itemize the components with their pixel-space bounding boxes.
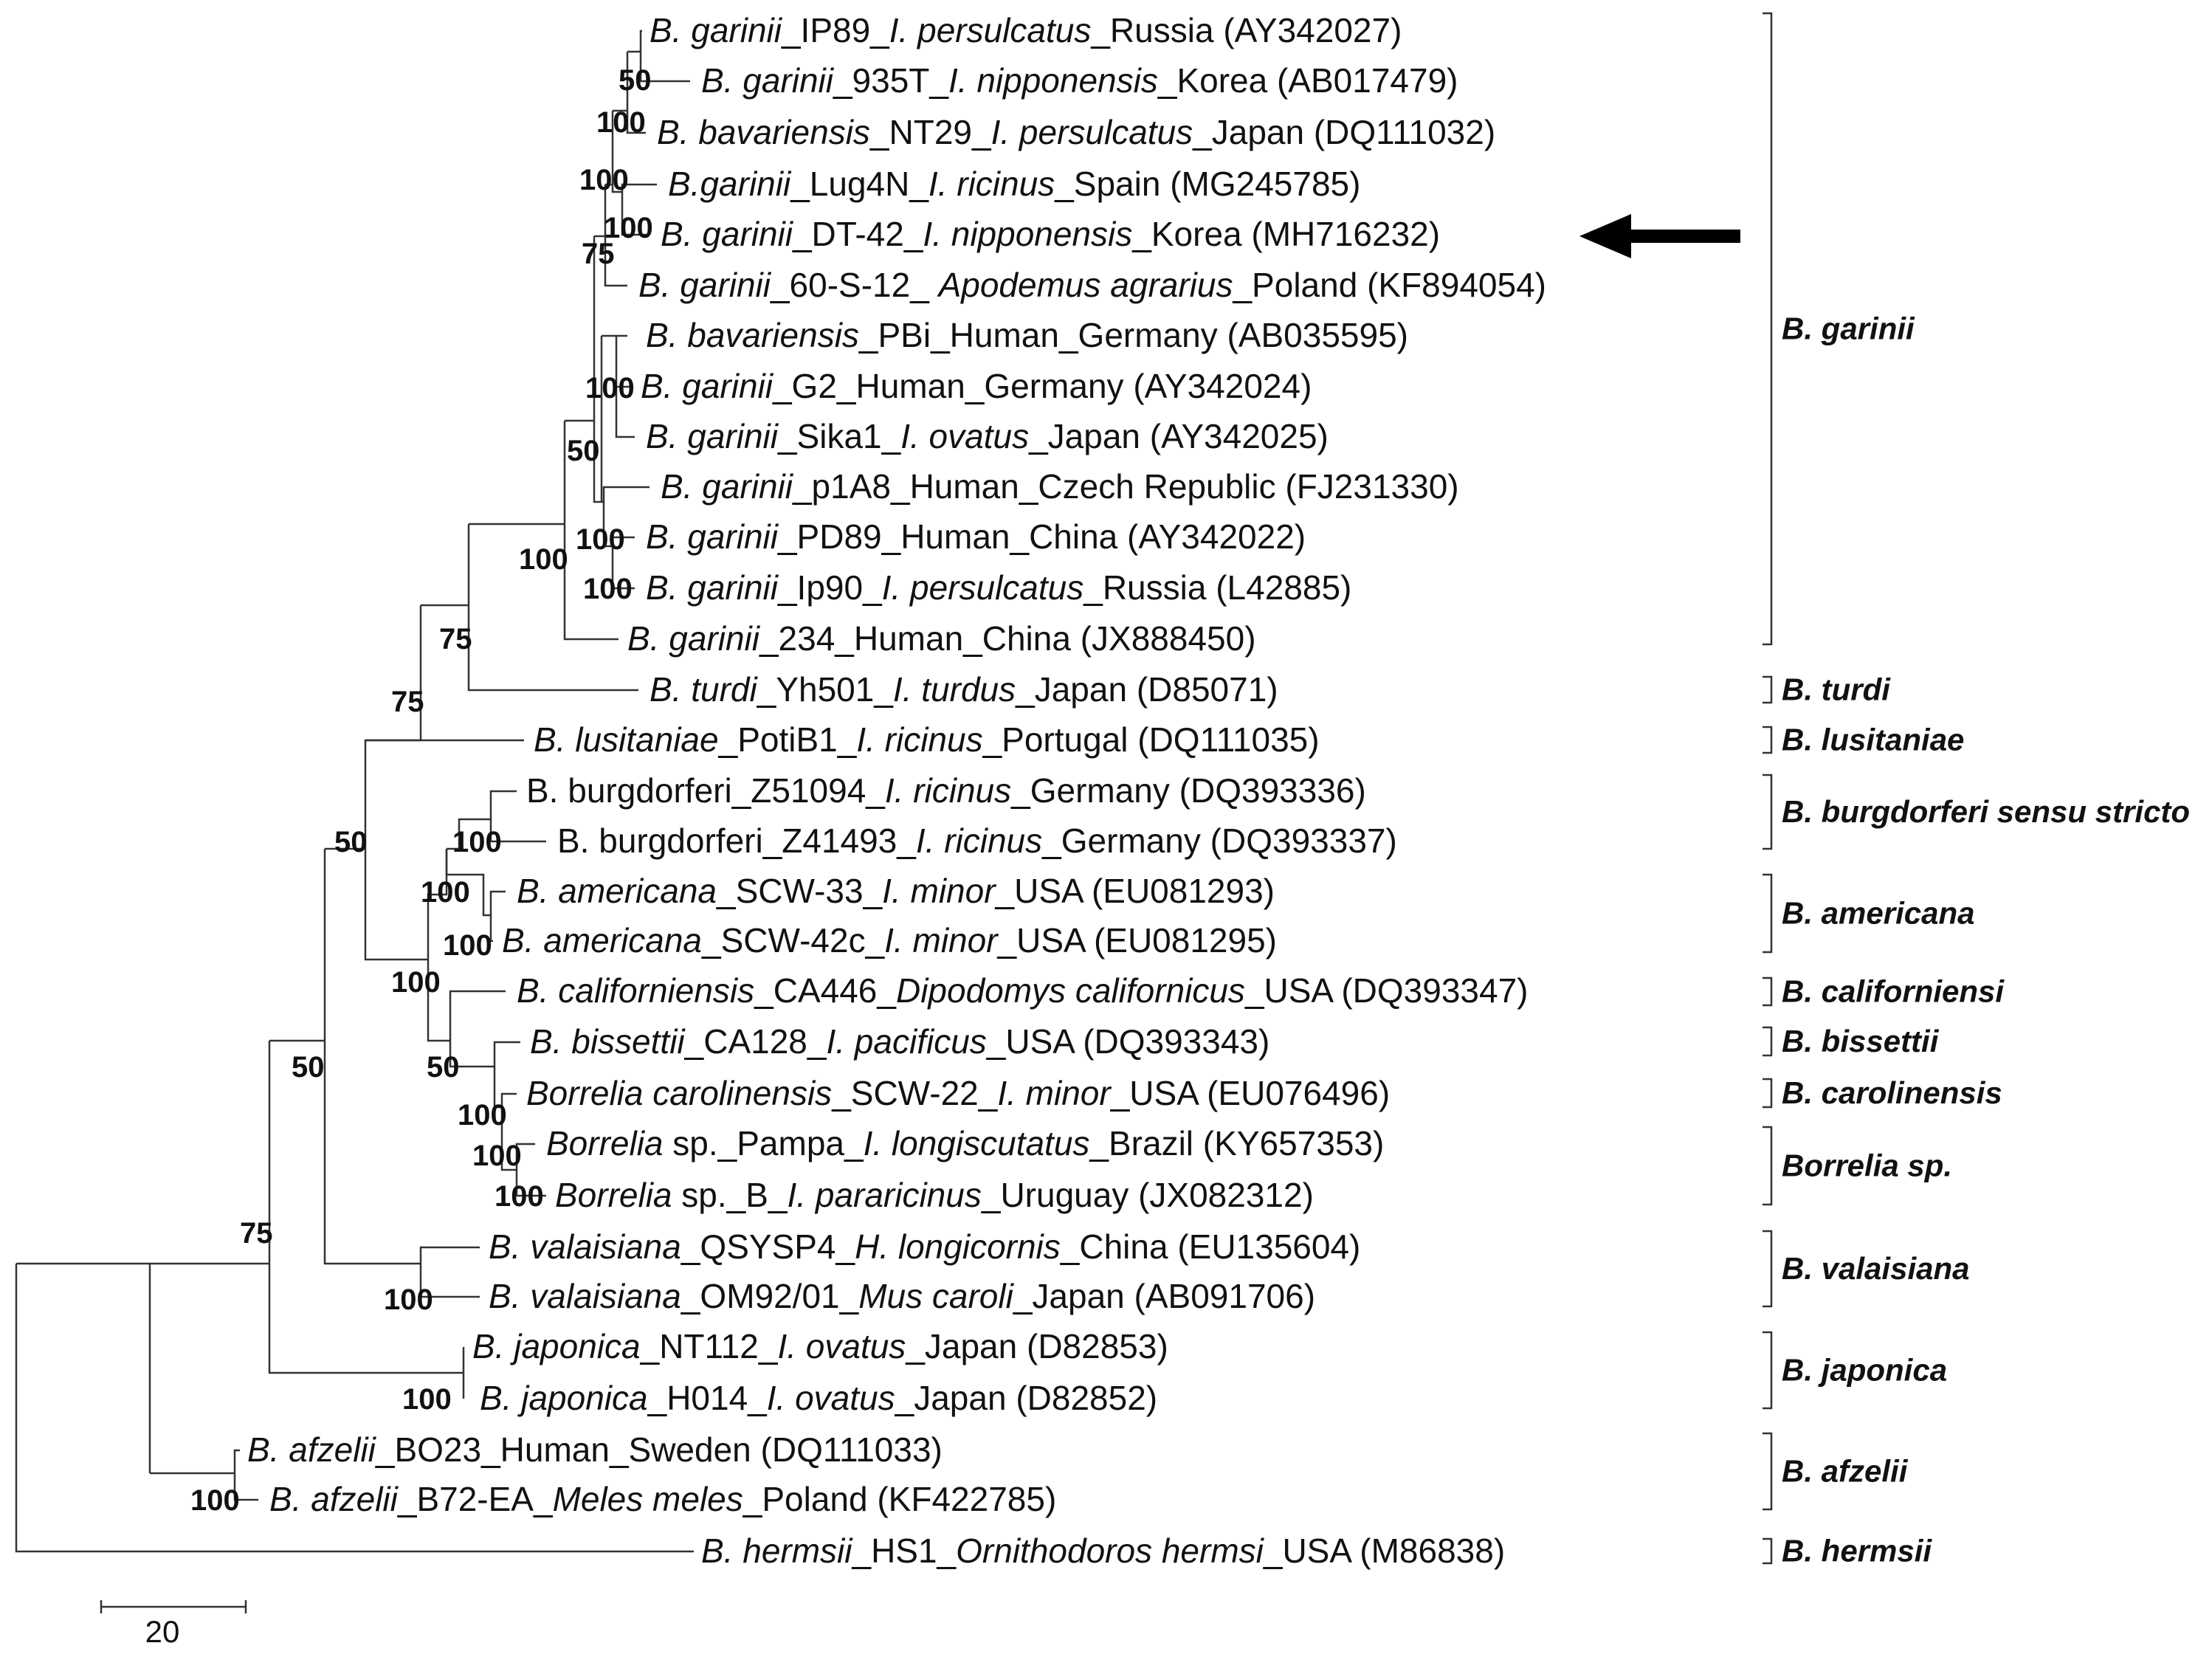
- leaf-label: B. valaisiana_QSYSP4_H. longicornis_Chin…: [489, 1227, 1360, 1266]
- bootstrap-value: 100: [452, 826, 502, 858]
- clade-label: B. japonica: [1782, 1353, 1947, 1388]
- leaf-label: B. garinii_Ip90_I. persulcatus_Russia (L…: [646, 568, 1351, 607]
- bootstrap-value: 100: [391, 966, 441, 999]
- bootstrap-value: 100: [472, 1140, 522, 1172]
- clade-bracket: [1763, 774, 1773, 850]
- leaf-label: B. garinii_PD89_Human_China (AY342022): [646, 517, 1306, 556]
- leaf-label: B. garinii_234_Human_China (JX888450): [627, 619, 1256, 658]
- leaf-labels: B. garinii_IP89_I. persulcatus_Russia (A…: [247, 11, 1546, 1570]
- bootstrap-value: 50: [334, 826, 368, 858]
- bootstrap-value: 50: [427, 1051, 460, 1084]
- leaf-label: Borrelia sp._Pampa_I. longiscutatus_Braz…: [546, 1124, 1384, 1162]
- clade-bracket: [1763, 1230, 1773, 1308]
- clade-label: B. californiensi: [1782, 974, 2005, 1009]
- clade-label: B. lusitaniae: [1782, 723, 1964, 757]
- clade-bracket: [1763, 675, 1773, 704]
- bootstrap-value: 75: [391, 686, 424, 718]
- clade-brackets: B. garinii B. turdi B. lusitaniae B. burgdo…: [1763, 12, 2190, 1568]
- bootstrap-value: 100: [579, 164, 629, 196]
- leaf-label: B. californiensis_CA446_Dipodomys califo…: [517, 971, 1528, 1010]
- leaf-label: B. bavariensis_NT29_I. persulcatus_Japan…: [657, 113, 1495, 151]
- leaf-label: B. garinii_Sika1_I. ovatus_Japan (AY3420…: [646, 417, 1329, 455]
- leaf-label: B. garinii_IP89_I. persulcatus_Russia (A…: [650, 11, 1402, 49]
- leaf-label: B.garinii_Lug4N_I. ricinus_Spain (MG2457…: [668, 165, 1360, 203]
- bootstrap-value: 100: [190, 1484, 240, 1517]
- leaf-label: B. americana_SCW-33_I. minor_USA (EU0812…: [517, 872, 1275, 910]
- bootstrap-value: 100: [604, 212, 653, 244]
- clade-label: B. turdi: [1782, 672, 1891, 707]
- clade-label: B. valaisiana: [1782, 1251, 1969, 1286]
- clade-bracket: [1763, 1078, 1773, 1109]
- bootstrap-value: 50: [567, 435, 600, 467]
- scale-bar: [100, 1600, 247, 1613]
- bootstrap-value: 100: [585, 372, 635, 404]
- leaf-label: B. afzelii_B72-EA_Meles meles_Poland (KF…: [269, 1480, 1056, 1518]
- clade-label: B. bissettii: [1782, 1024, 1940, 1058]
- leaf-label: B. garinii_935T_I. nipponensis_Korea (AB…: [701, 61, 1458, 100]
- leaf-label: B. hermsii_HS1_Ornithodoros hermsi_USA (…: [701, 1532, 1505, 1570]
- bootstrap-value: 50: [292, 1051, 325, 1084]
- clade-label: B. garinii: [1782, 311, 1915, 346]
- clade-bracket: [1763, 873, 1773, 954]
- leaf-label: B. burgdorferi_Z51094_I. ricinus_Germany…: [526, 771, 1366, 810]
- clade-bracket: [1763, 1026, 1773, 1057]
- clade-bracket: [1763, 976, 1773, 1007]
- clade-label: Borrelia sp.: [1782, 1148, 1952, 1183]
- clade-label: B. afzelii: [1782, 1454, 1909, 1489]
- leaf-label: B. lusitaniae_PotiB1_I. ricinus_Portugal…: [534, 720, 1320, 759]
- clade-label: B. hermsii: [1782, 1534, 1932, 1568]
- leaf-label: B. garinii_60-S-12_ Apodemus agrarius_Po…: [638, 266, 1546, 304]
- clade-bracket: [1763, 1126, 1773, 1206]
- bootstrap-value: 100: [576, 523, 625, 556]
- clade-bracket: [1763, 12, 1773, 646]
- bootstrap-value: 100: [583, 573, 633, 605]
- leaf-label: B. garinii_G2_Human_Germany (AY342024): [641, 367, 1312, 405]
- clade-label: B. burgdorferi sensu stricto: [1782, 794, 2190, 829]
- bootstrap-value: 75: [240, 1217, 273, 1250]
- bootstrap-value: 100: [421, 876, 470, 909]
- clade-bracket: [1763, 1432, 1773, 1511]
- tree-branches: [15, 30, 694, 1553]
- clade-label: B. americana: [1782, 896, 1974, 931]
- clade-label: B. carolinensis: [1782, 1075, 2002, 1110]
- leaf-label: B. burgdorferi_Z41493_I. ricinus_Germany…: [557, 821, 1397, 860]
- leaf-label: B. bavariensis_PBi_Human_Germany (AB0355…: [646, 316, 1408, 354]
- bootstrap-value: 100: [495, 1180, 544, 1213]
- bootstrap-value: 100: [402, 1383, 452, 1416]
- leaf-label: Borrelia sp._B_I. pararicinus_Uruguay (J…: [555, 1176, 1314, 1214]
- bootstrap-value: 100: [458, 1099, 507, 1131]
- arrow-icon: [1579, 214, 1740, 258]
- clade-bracket: [1763, 1537, 1773, 1565]
- leaf-label: B. valaisiana_OM92/01_Mus caroli_Japan (…: [489, 1277, 1315, 1315]
- bootstrap-value: 100: [519, 543, 568, 576]
- bootstrap-value: 100: [443, 929, 492, 962]
- leaf-label: B. garinii_p1A8_Human_Czech Republic (FJ…: [661, 467, 1459, 506]
- clade-bracket: [1763, 1331, 1773, 1410]
- leaf-label: B. japonica_NT112_I. ovatus_Japan (D8285…: [472, 1327, 1168, 1365]
- bootstrap-value: 100: [596, 106, 646, 139]
- leaf-label: B. americana_SCW-42c_I. minor_USA (EU081…: [502, 921, 1277, 960]
- bootstrap-value: 100: [384, 1284, 433, 1316]
- bootstrap-value: 50: [619, 64, 652, 97]
- leaf-label: B. bissettii_CA128_I. pacificus_USA (DQ3…: [530, 1022, 1269, 1061]
- scale-bar-label: 20: [145, 1614, 180, 1649]
- clade-bracket: [1763, 726, 1773, 754]
- bootstrap-value: 75: [582, 238, 615, 270]
- leaf-label: B. japonica_H014_I. ovatus_Japan (D82852…: [480, 1379, 1157, 1417]
- bootstrap-value: 75: [439, 623, 472, 655]
- leaf-label: B. garinii_DT-42_I. nipponensis_Korea (M…: [661, 215, 1440, 253]
- leaf-label: B. afzelii_BO23_Human_Sweden (DQ111033): [247, 1430, 943, 1469]
- leaf-label: Borrelia carolinensis_SCW-22_I. minor_US…: [526, 1074, 1390, 1112]
- leaf-label: B. turdi_Yh501_I. turdus_Japan (D85071): [650, 670, 1278, 709]
